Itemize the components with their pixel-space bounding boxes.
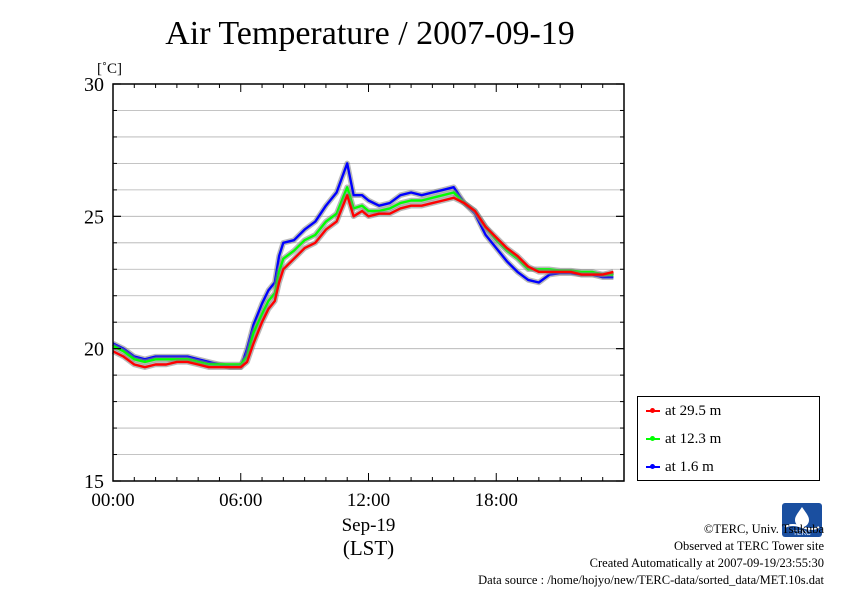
x-tick-label: 12:00 <box>347 490 390 511</box>
legend-swatch-blue <box>646 464 660 469</box>
legend-label: at 29.5 m <box>665 402 722 419</box>
gridlines <box>113 110 624 455</box>
legend-item-1-6m: at 1.6 m <box>646 457 714 477</box>
x-tick-label: 06:00 <box>219 490 262 511</box>
series-lines <box>111 160 615 370</box>
x-tick-label: 18:00 <box>475 490 518 511</box>
legend-label: at 1.6 m <box>665 458 714 475</box>
axis-ticks <box>113 83 624 482</box>
y-axis-unit-label: [˚C] <box>97 61 122 77</box>
x-date-label: Sep-19 <box>342 515 396 536</box>
logo-text: TERC <box>793 530 811 537</box>
series-shadow <box>111 160 614 370</box>
legend-item-29-5m: at 29.5 m <box>646 401 721 421</box>
footer-created: Created Automatically at 2007-09-19/23:5… <box>589 556 824 570</box>
legend-label: at 12.3 m <box>665 430 722 447</box>
legend: at 29.5 m at 12.3 m at 1.6 m <box>637 396 820 481</box>
series-line-at-29-5-m <box>112 193 614 369</box>
axis-labels: 15 20 25 30 00:00 06:00 12:00 18:00 Sep-19(LST) [… <box>84 61 518 560</box>
y-tick-label: 30 <box>84 74 104 96</box>
plot-frame <box>112 83 625 482</box>
terc-logo-icon: TERC <box>782 503 822 537</box>
footer-observed: Observed at TERC Tower site <box>673 539 824 553</box>
x-axis-unit-label: (LST) <box>343 536 394 560</box>
y-tick-label: 15 <box>84 471 104 493</box>
y-tick-label: 20 <box>84 339 104 361</box>
legend-swatch-red <box>646 408 660 413</box>
chart-title: Air Temperature / 2007-09-19 <box>165 15 575 52</box>
legend-item-12-3m: at 12.3 m <box>646 429 721 449</box>
legend-swatch-green <box>646 436 660 441</box>
footer-source: Data source : /home/hojyo/new/TERC-data/… <box>478 573 824 587</box>
y-tick-label: 25 <box>84 206 104 228</box>
x-tick-label: 00:00 <box>91 490 134 511</box>
footer-copyright: ©TERC, Univ. Tsukuba <box>703 522 824 536</box>
